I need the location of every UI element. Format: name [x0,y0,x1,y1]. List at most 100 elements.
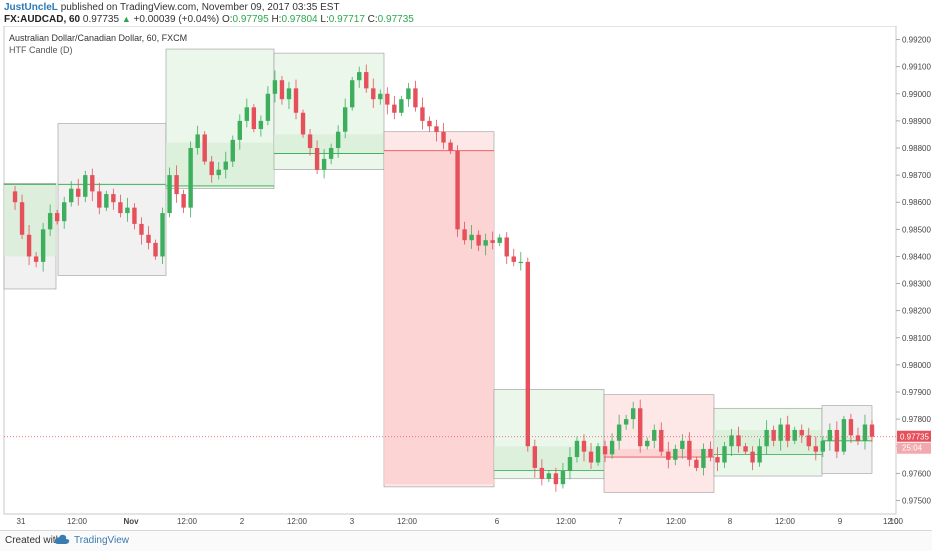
candle-body [455,150,460,230]
candle-body [364,72,369,89]
candle-body [553,473,559,485]
candle-body [645,440,650,447]
last-price-text: 0.97735 [82,14,120,25]
candle-body [497,237,502,243]
candle-body [687,440,692,460]
price-chart[interactable]: 0.975000.976000.977000.978000.979000.980… [0,26,932,530]
htf-body [822,436,872,441]
price-tick-label: 0.98400 [902,252,931,261]
candle-body [357,72,362,81]
close-label: C: [367,14,378,25]
candle-body [328,148,334,159]
candle-body [659,429,664,452]
open-label: O: [221,14,233,25]
candle-body [160,213,165,257]
candle-body [427,120,432,127]
time-tick-label: 12:00 [67,517,88,526]
candle-body [40,229,46,262]
htf-range-box [603,394,715,493]
author-link[interactable]: JustUncleL [4,2,58,13]
candle-body [623,419,629,425]
candle-body [666,451,671,460]
price-tick-label: 0.98000 [902,361,931,370]
candle-body [195,134,200,148]
candle-body [12,191,18,203]
candle-body [722,446,727,463]
candle-body [244,107,250,121]
price-tick-label: 0.97500 [902,496,931,505]
candle-body [581,440,587,452]
htf-body [58,184,166,186]
price-tick-label: 0.97900 [902,388,931,397]
price-tick-label: 0.99200 [902,36,931,45]
candle-body [188,148,193,208]
candle-body [371,88,376,100]
candle-body [230,139,235,162]
candle-body [251,107,257,130]
candle-body [342,107,348,132]
price-tick-label: 0.98600 [902,198,931,207]
candle-body [139,223,144,235]
countdown-tag-text: 25:04 [902,444,923,453]
publish-line: JustUncleL published on TradingView.com,… [4,2,340,13]
candle-body [111,194,116,203]
candle-body [736,435,741,447]
legend-title: Australian Dollar/Canadian Dollar, 60, F… [9,33,187,43]
time-tick-label: 9 [838,517,843,526]
htf-body [604,448,714,458]
candle-body [392,104,397,113]
candle-body [574,440,580,458]
candle-body [202,134,207,162]
candle-body [771,429,776,441]
price-tick-label: 0.98100 [902,334,931,343]
htf-body [384,150,494,485]
candle-body [757,446,762,463]
price-tick-label: 0.98200 [902,307,931,316]
candle-body [26,234,32,257]
candle-body [146,234,151,243]
tradingview-brand[interactable]: TradingView [74,535,130,546]
candle-body [237,120,243,140]
time-tick-label: 12:00 [666,517,687,526]
candle-body [265,93,271,121]
candle-body [181,194,186,208]
time-axis[interactable]: 31 12:00 Nov 12:00 2 12:00 3 12:00 6 12:00 7 12:00 8… [4,513,904,526]
candle-body [272,80,278,94]
candle-body [47,213,53,230]
symbol-label[interactable]: FX:AUDCAD, 60 [4,14,81,25]
candle-body [673,448,678,460]
price-tick-label: 0.99000 [902,90,931,99]
candle-body [19,202,25,235]
candle-body [588,451,594,463]
candle-body [609,440,615,455]
time-tick-label: 12:00 [397,517,418,526]
candle-body [90,175,95,192]
time-tick-label: 12:00 [883,517,904,526]
candle-body [132,207,137,224]
candle-body [652,429,657,441]
change-text: +0.00039 (+0.04%) [133,14,220,25]
candle-body [321,158,327,170]
open-value: 0.97795 [232,14,269,25]
time-tick-label: 12:00 [556,517,577,526]
candle-body [97,191,102,208]
hourly-candle-layer [12,64,875,492]
candle-body [848,419,854,436]
candle-body [743,446,748,452]
close-value: 0.97735 [377,14,414,25]
last-price-tag [897,430,931,442]
candle-body [33,256,39,262]
candle-body [54,213,60,222]
htf-body [494,446,604,471]
candle-body [532,446,538,468]
candle-body [399,99,404,113]
footer-bar: Created with TradingView [0,530,932,551]
chart-header: JustUncleL published on TradingView.com,… [0,0,932,26]
time-tick-label: 10 [890,517,899,526]
candle-body [286,88,292,100]
candle-body [539,467,545,479]
time-tick-label: 12:00 [775,517,796,526]
candle-body [792,429,797,441]
candle-body [125,207,130,214]
legend-indicator[interactable]: HTF Candle (D) [9,45,73,55]
